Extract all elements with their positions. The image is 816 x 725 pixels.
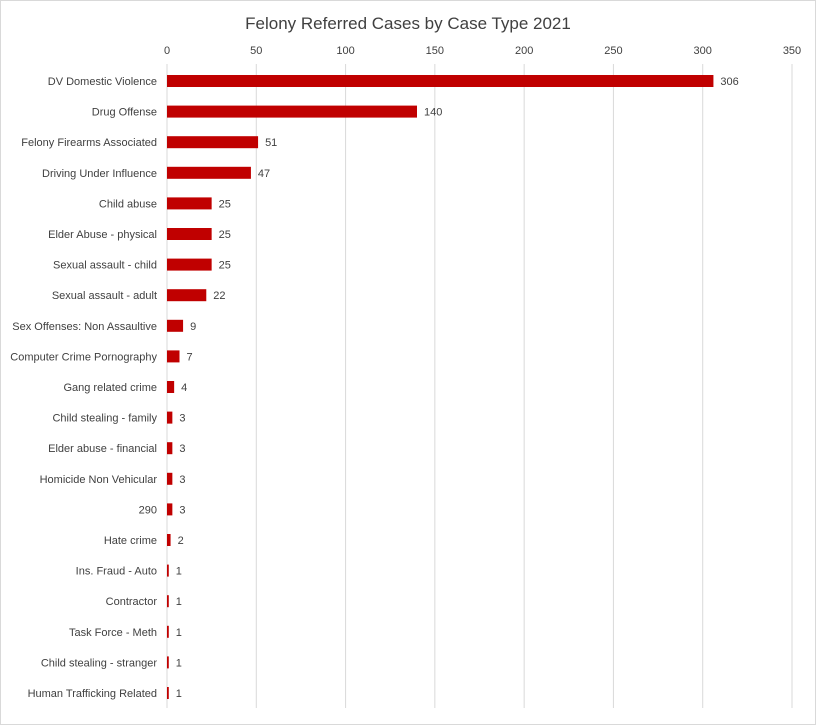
data-labels: 306 140 51 47 25 25 25 22 9 7 4 3 3 3 3 2 1 1 1 1 1 bbox=[176, 76, 739, 700]
bar-17 bbox=[167, 595, 169, 608]
x-tick-label-0: 0 bbox=[164, 45, 170, 57]
bar-20 bbox=[167, 687, 169, 699]
category-label-19: Child stealing - stranger bbox=[41, 657, 158, 669]
bars bbox=[167, 75, 714, 699]
bar-4 bbox=[167, 197, 212, 210]
category-label-15: Hate crime bbox=[104, 535, 157, 547]
data-label-0: 306 bbox=[720, 76, 738, 88]
bar-5 bbox=[167, 228, 212, 240]
bar-7 bbox=[167, 289, 207, 302]
category-label-10: Gang related crime bbox=[63, 382, 157, 394]
category-label-9: Computer Crime Pornography bbox=[10, 351, 157, 363]
data-label-8: 9 bbox=[190, 321, 196, 333]
data-label-5: 25 bbox=[219, 229, 231, 241]
bar-0 bbox=[167, 75, 714, 87]
bar-13 bbox=[167, 472, 173, 485]
chart-title: Felony Referred Cases by Case Type 2021 bbox=[245, 14, 571, 33]
x-tick-label-1: 50 bbox=[250, 45, 262, 57]
x-tick-label-7: 350 bbox=[783, 45, 801, 57]
category-label-6: Sexual assault - child bbox=[53, 260, 157, 272]
category-label-17: Contractor bbox=[106, 596, 158, 608]
data-label-11: 3 bbox=[179, 413, 185, 425]
bar-3 bbox=[167, 166, 251, 179]
data-label-19: 1 bbox=[176, 657, 182, 669]
data-label-13: 3 bbox=[179, 474, 185, 486]
bar-19 bbox=[167, 656, 169, 669]
bar-14 bbox=[167, 503, 173, 516]
category-label-2: Felony Firearms Associated bbox=[21, 137, 157, 149]
data-label-2: 51 bbox=[265, 137, 277, 149]
x-tick-label-2: 100 bbox=[336, 45, 354, 57]
category-label-14: 290 bbox=[139, 504, 157, 516]
category-label-12: Elder abuse - financial bbox=[48, 443, 157, 455]
bar-1 bbox=[167, 105, 417, 118]
category-label-4: Child abuse bbox=[99, 198, 157, 210]
data-label-15: 2 bbox=[178, 535, 184, 547]
data-label-7: 22 bbox=[213, 290, 225, 302]
bar-2 bbox=[167, 136, 259, 149]
x-tick-label-3: 150 bbox=[426, 45, 444, 57]
category-label-11: Child stealing - family bbox=[52, 413, 157, 425]
data-label-4: 25 bbox=[219, 198, 231, 210]
bar-11 bbox=[167, 411, 173, 424]
category-labels: DV Domestic Violence Drug Offense Felony F… bbox=[10, 76, 157, 700]
bar-16 bbox=[167, 564, 169, 577]
bar-6 bbox=[167, 258, 212, 271]
bar-15 bbox=[167, 534, 171, 546]
bar-12 bbox=[167, 442, 173, 455]
data-label-12: 3 bbox=[179, 443, 185, 455]
data-label-3: 47 bbox=[258, 168, 270, 180]
bar-10 bbox=[167, 381, 175, 393]
category-label-3: Driving Under Influence bbox=[42, 168, 157, 180]
data-label-18: 1 bbox=[176, 627, 182, 639]
data-label-10: 4 bbox=[181, 382, 187, 394]
bar-9 bbox=[167, 350, 180, 363]
category-label-1: Drug Offense bbox=[92, 107, 157, 119]
category-label-8: Sex Offenses: Non Assaultive bbox=[12, 321, 157, 333]
data-label-1: 140 bbox=[424, 107, 442, 119]
category-label-5: Elder Abuse - physical bbox=[48, 229, 157, 241]
category-label-18: Task Force - Meth bbox=[69, 627, 157, 639]
x-tick-label-5: 250 bbox=[604, 45, 622, 57]
x-tick-label-6: 300 bbox=[694, 45, 712, 57]
category-label-7: Sexual assault - adult bbox=[52, 290, 157, 302]
data-label-17: 1 bbox=[176, 596, 182, 608]
category-label-0: DV Domestic Violence bbox=[48, 76, 157, 88]
data-label-16: 1 bbox=[176, 566, 182, 578]
category-label-16: Ins. Fraud - Auto bbox=[76, 566, 157, 578]
data-label-6: 25 bbox=[219, 260, 231, 272]
data-label-9: 7 bbox=[187, 351, 193, 363]
x-tick-label-4: 200 bbox=[515, 45, 533, 57]
x-axis-ticks: 0 50 100 150 200 250 300 350 bbox=[164, 45, 801, 57]
category-label-20: Human Trafficking Related bbox=[28, 688, 157, 700]
bar-8 bbox=[167, 319, 184, 332]
bar-18 bbox=[167, 625, 169, 638]
data-label-14: 3 bbox=[179, 504, 185, 516]
category-label-13: Homicide Non Vehicular bbox=[40, 474, 158, 486]
data-label-20: 1 bbox=[176, 688, 182, 700]
